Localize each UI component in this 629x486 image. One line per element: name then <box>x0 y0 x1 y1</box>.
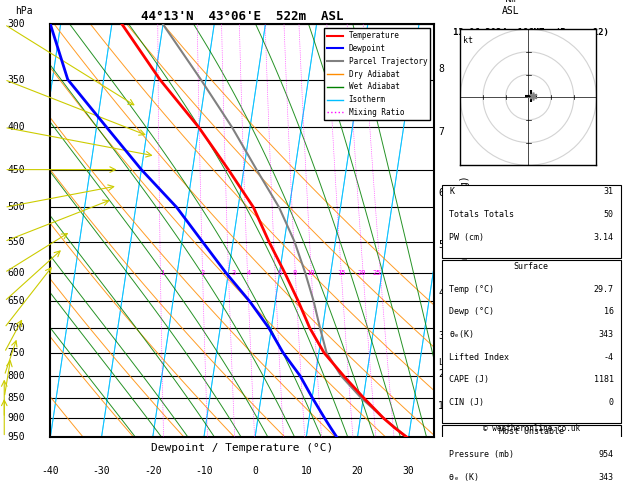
Text: 4: 4 <box>247 270 251 276</box>
Text: Surface: Surface <box>514 262 549 271</box>
FancyBboxPatch shape <box>442 425 621 486</box>
Text: θₑ(K): θₑ(K) <box>449 330 474 339</box>
Text: -4: -4 <box>604 353 613 362</box>
Text: 50: 50 <box>604 210 613 219</box>
Text: 1: 1 <box>438 401 444 411</box>
Text: 2: 2 <box>201 270 205 276</box>
Text: 1: 1 <box>160 270 164 276</box>
Text: 500: 500 <box>8 202 25 212</box>
Text: 8: 8 <box>438 64 444 74</box>
FancyBboxPatch shape <box>442 186 621 258</box>
Text: 350: 350 <box>8 74 25 85</box>
Text: 16: 16 <box>604 307 613 316</box>
Text: 4: 4 <box>438 288 444 298</box>
Text: Pressure (mb): Pressure (mb) <box>449 450 514 459</box>
Text: 950: 950 <box>8 433 25 442</box>
Text: 700: 700 <box>8 323 25 333</box>
Text: 7: 7 <box>438 127 444 137</box>
Text: 29.7: 29.7 <box>594 285 613 294</box>
Text: -10: -10 <box>195 467 213 476</box>
Text: km
ASL: km ASL <box>502 0 520 16</box>
Text: 3: 3 <box>438 330 444 341</box>
Text: -30: -30 <box>92 467 110 476</box>
Text: Temp (°C): Temp (°C) <box>449 285 494 294</box>
Text: Mixing Ratio (g/kg): Mixing Ratio (g/kg) <box>460 175 470 287</box>
Title: 44°13'N  43°06'E  522m  ASL: 44°13'N 43°06'E 522m ASL <box>141 10 343 23</box>
Text: 13.06.2024  18GMT  (Base: 12): 13.06.2024 18GMT (Base: 12) <box>454 29 610 37</box>
Text: PW (cm): PW (cm) <box>449 233 484 242</box>
Text: 954: 954 <box>599 450 613 459</box>
Text: -20: -20 <box>144 467 162 476</box>
Text: 8: 8 <box>293 270 297 276</box>
Text: Lifted Index: Lifted Index <box>449 353 509 362</box>
Text: 450: 450 <box>8 165 25 174</box>
Text: 0: 0 <box>609 398 613 407</box>
Text: 400: 400 <box>8 122 25 132</box>
Text: 10: 10 <box>306 270 314 276</box>
Text: Totals Totals: Totals Totals <box>449 210 514 219</box>
Text: 600: 600 <box>8 268 25 278</box>
Text: kt: kt <box>463 36 473 45</box>
Text: © weatheronline.co.uk: © weatheronline.co.uk <box>482 424 580 434</box>
Text: 15: 15 <box>337 270 345 276</box>
Text: 0: 0 <box>252 467 258 476</box>
Text: 20: 20 <box>352 467 364 476</box>
Text: -40: -40 <box>42 467 59 476</box>
Text: 6: 6 <box>277 270 282 276</box>
Text: 30: 30 <box>403 467 415 476</box>
Text: 550: 550 <box>8 237 25 246</box>
Text: 650: 650 <box>8 296 25 306</box>
Text: 3: 3 <box>231 270 236 276</box>
Text: 3.14: 3.14 <box>594 233 613 242</box>
Text: 343: 343 <box>599 472 613 482</box>
Text: 850: 850 <box>8 393 25 402</box>
Text: K: K <box>449 188 454 196</box>
Text: 5: 5 <box>438 240 444 250</box>
Text: 2: 2 <box>438 368 444 379</box>
Text: 1181: 1181 <box>594 376 613 384</box>
Text: 800: 800 <box>8 371 25 381</box>
Text: θₑ (K): θₑ (K) <box>449 472 479 482</box>
Text: 20: 20 <box>357 270 365 276</box>
Text: CIN (J): CIN (J) <box>449 398 484 407</box>
Text: Most Unstable: Most Unstable <box>499 427 564 436</box>
Text: CAPE (J): CAPE (J) <box>449 376 489 384</box>
Legend: Temperature, Dewpoint, Parcel Trajectory, Dry Adiabat, Wet Adiabat, Isotherm, Mi: Temperature, Dewpoint, Parcel Trajectory… <box>325 28 430 120</box>
Text: 750: 750 <box>8 347 25 358</box>
X-axis label: Dewpoint / Temperature (°C): Dewpoint / Temperature (°C) <box>151 443 333 453</box>
Text: 6: 6 <box>438 188 444 198</box>
Text: 10: 10 <box>301 467 312 476</box>
FancyBboxPatch shape <box>442 260 621 423</box>
Text: hPa: hPa <box>14 6 32 16</box>
Text: Dewp (°C): Dewp (°C) <box>449 307 494 316</box>
Text: 31: 31 <box>604 188 613 196</box>
Text: 900: 900 <box>8 413 25 423</box>
Text: 25: 25 <box>372 270 381 276</box>
Text: 300: 300 <box>8 19 25 29</box>
Text: 343: 343 <box>599 330 613 339</box>
Text: LCL: LCL <box>438 358 453 366</box>
